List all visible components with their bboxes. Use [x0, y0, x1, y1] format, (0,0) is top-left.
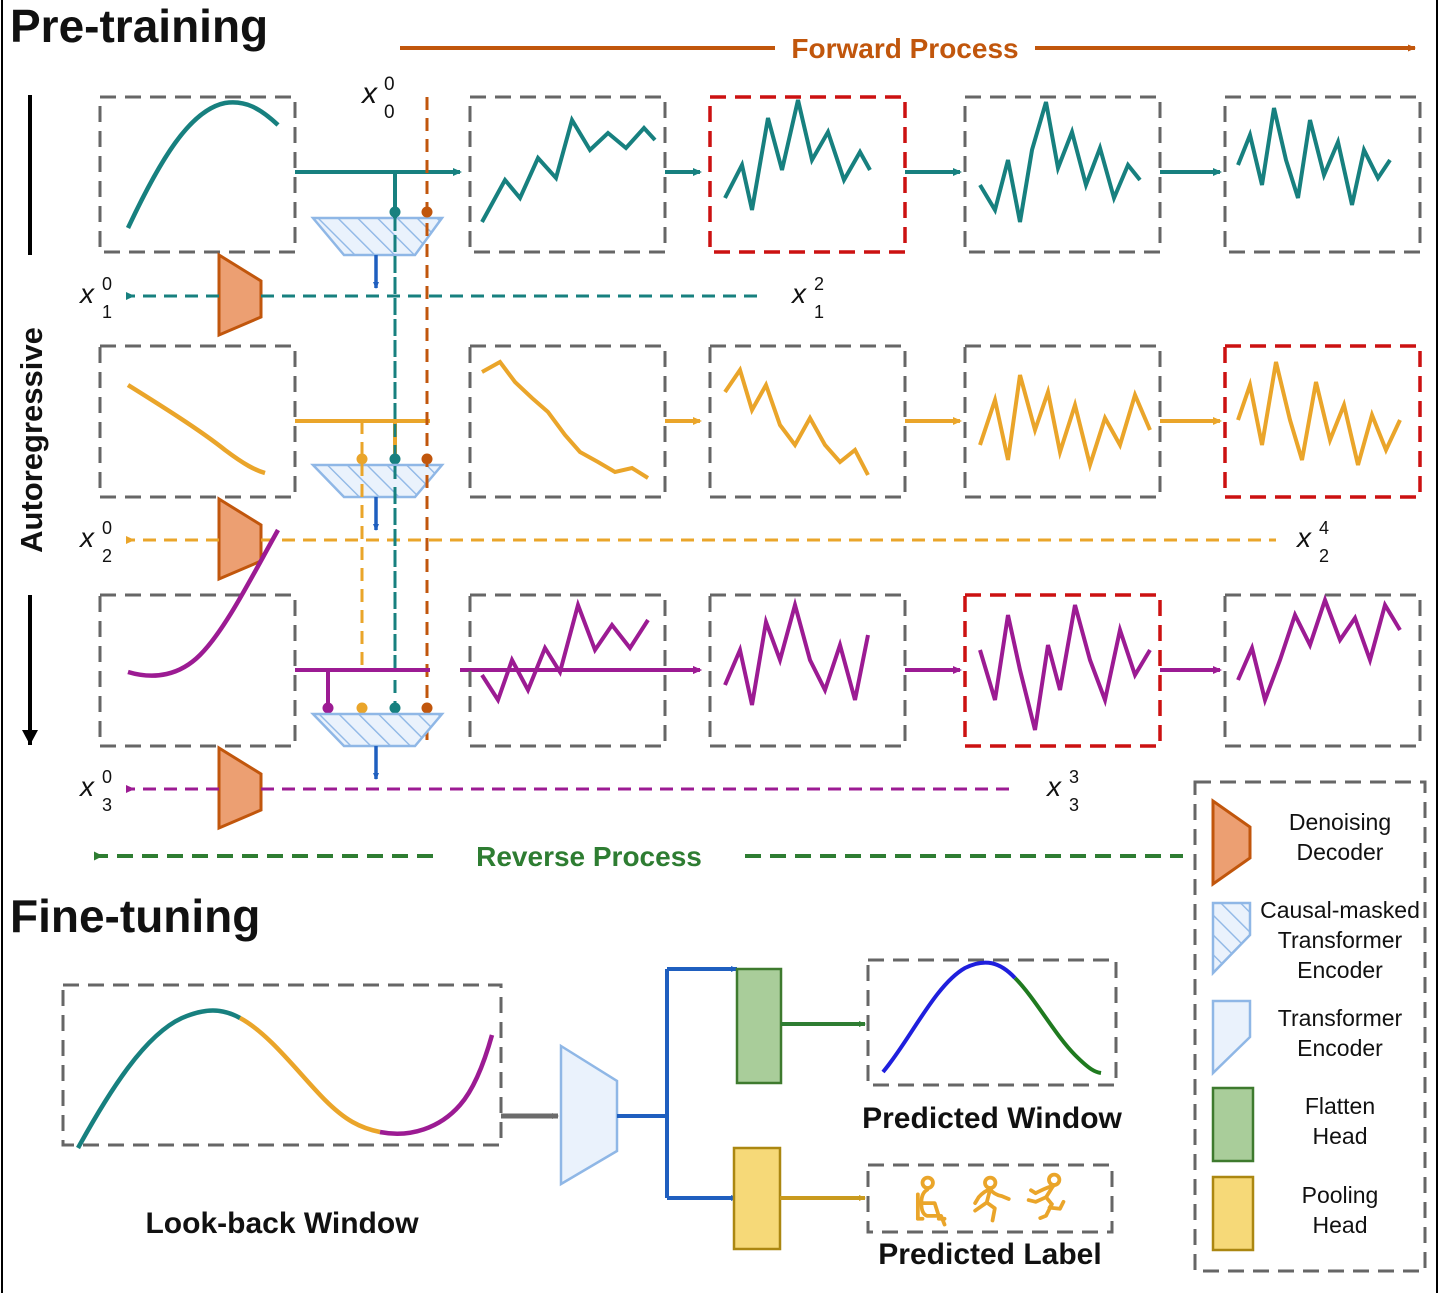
svg-text:Transformer: Transformer: [1278, 927, 1403, 953]
svg-text:1: 1: [102, 302, 112, 322]
svg-text:Pooling: Pooling: [1302, 1182, 1379, 1208]
svg-text:x: x: [790, 278, 807, 309]
svg-text:2: 2: [814, 274, 824, 294]
svg-text:x: x: [1295, 522, 1312, 553]
svg-text:Denoising: Denoising: [1289, 809, 1391, 835]
svg-text:0: 0: [102, 767, 112, 787]
svg-text:0: 0: [384, 74, 395, 95]
svg-text:3: 3: [1069, 795, 1079, 815]
svg-text:x: x: [78, 771, 95, 802]
svg-text:Decoder: Decoder: [1297, 839, 1384, 865]
svg-text:0: 0: [102, 518, 112, 538]
svg-text:Head: Head: [1313, 1123, 1368, 1149]
svg-text:Fine-tuning: Fine-tuning: [10, 890, 260, 942]
svg-text:Encoder: Encoder: [1297, 957, 1383, 983]
svg-text:4: 4: [1319, 518, 1329, 538]
svg-text:Flatten: Flatten: [1305, 1093, 1375, 1119]
svg-text:Autoregressive: Autoregressive: [14, 327, 49, 553]
svg-text:x: x: [78, 278, 95, 309]
svg-text:2: 2: [1319, 546, 1329, 566]
svg-text:Predicted Window: Predicted Window: [862, 1102, 1122, 1135]
svg-text:x: x: [1045, 771, 1062, 802]
svg-text:3: 3: [1069, 767, 1079, 787]
svg-text:x: x: [78, 522, 95, 553]
svg-text:Forward Process: Forward Process: [791, 33, 1018, 64]
svg-text:Pre-training: Pre-training: [10, 0, 268, 52]
svg-text:Reverse Process: Reverse Process: [476, 841, 702, 872]
svg-text:Encoder: Encoder: [1297, 1035, 1383, 1061]
svg-text:x: x: [360, 77, 378, 110]
svg-text:Causal-masked: Causal-masked: [1260, 897, 1420, 923]
svg-text:1: 1: [814, 302, 824, 322]
svg-text:Look-back Window: Look-back Window: [145, 1207, 419, 1240]
svg-text:0: 0: [384, 102, 395, 123]
svg-text:2: 2: [102, 546, 112, 566]
svg-text:Predicted Label: Predicted Label: [878, 1238, 1101, 1271]
svg-text:3: 3: [102, 795, 112, 815]
svg-text:Head: Head: [1313, 1212, 1368, 1238]
svg-text:Transformer: Transformer: [1278, 1005, 1403, 1031]
svg-text:0: 0: [102, 274, 112, 294]
